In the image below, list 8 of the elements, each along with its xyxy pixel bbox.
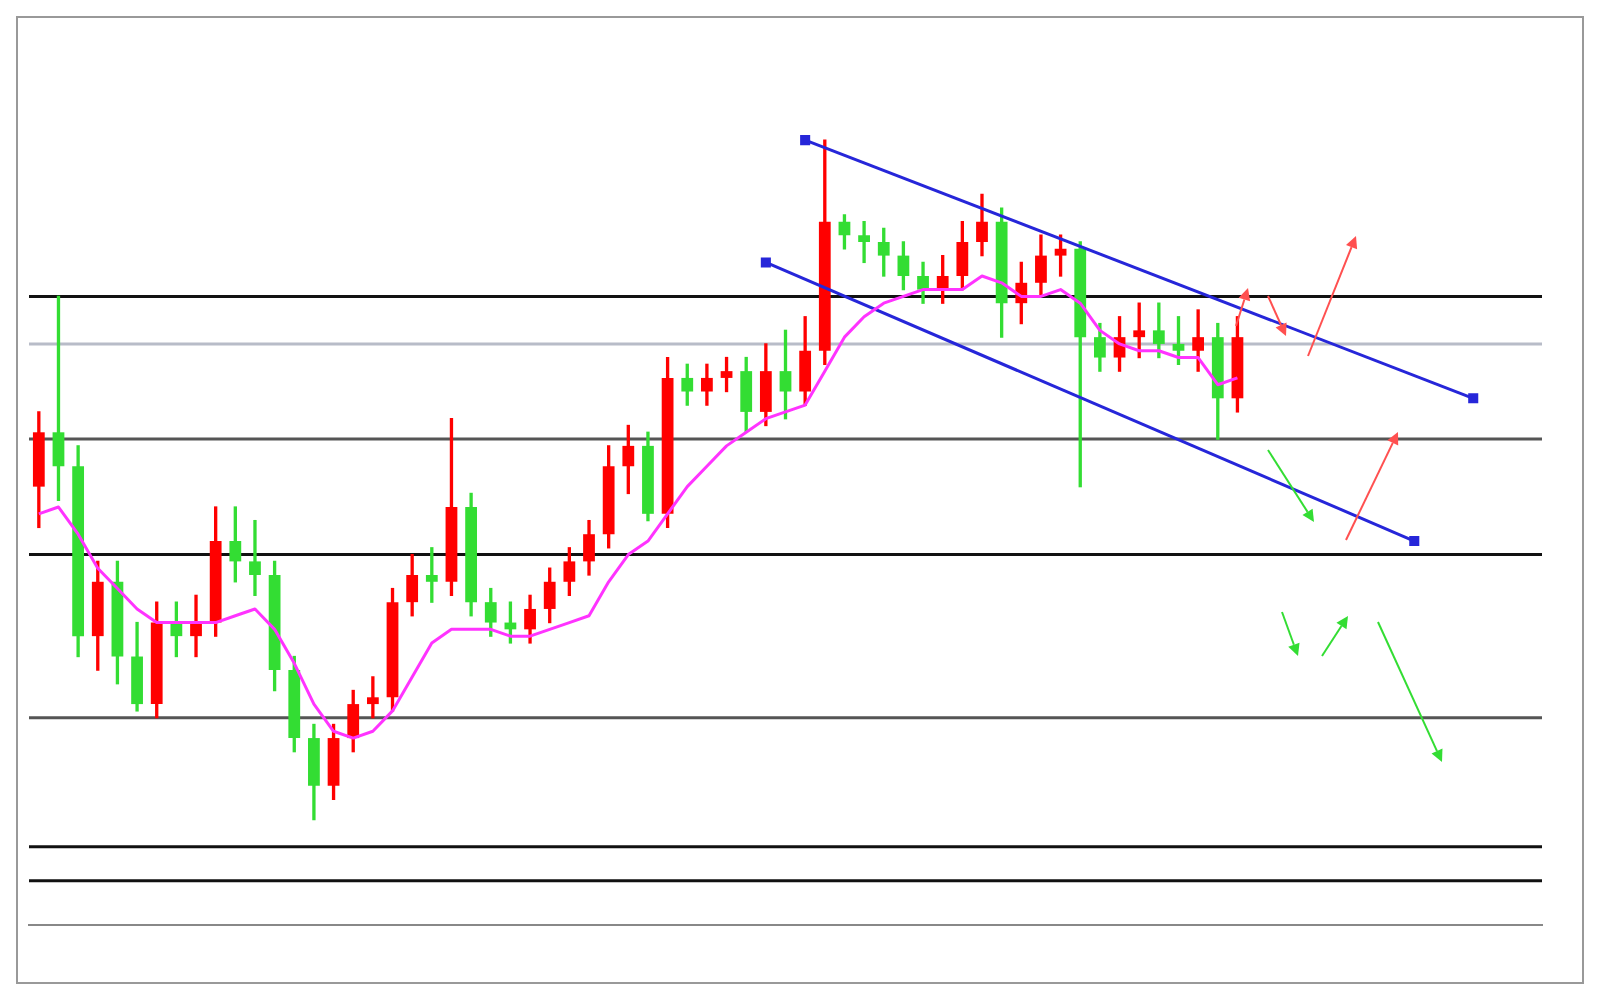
candlestick [366, 676, 379, 719]
point [1409, 535, 1420, 547]
candlestick [249, 519, 261, 597]
candlestick [190, 594, 202, 658]
point [1468, 393, 1479, 404]
point [800, 135, 811, 146]
point [760, 257, 771, 268]
candlestick [858, 220, 870, 264]
